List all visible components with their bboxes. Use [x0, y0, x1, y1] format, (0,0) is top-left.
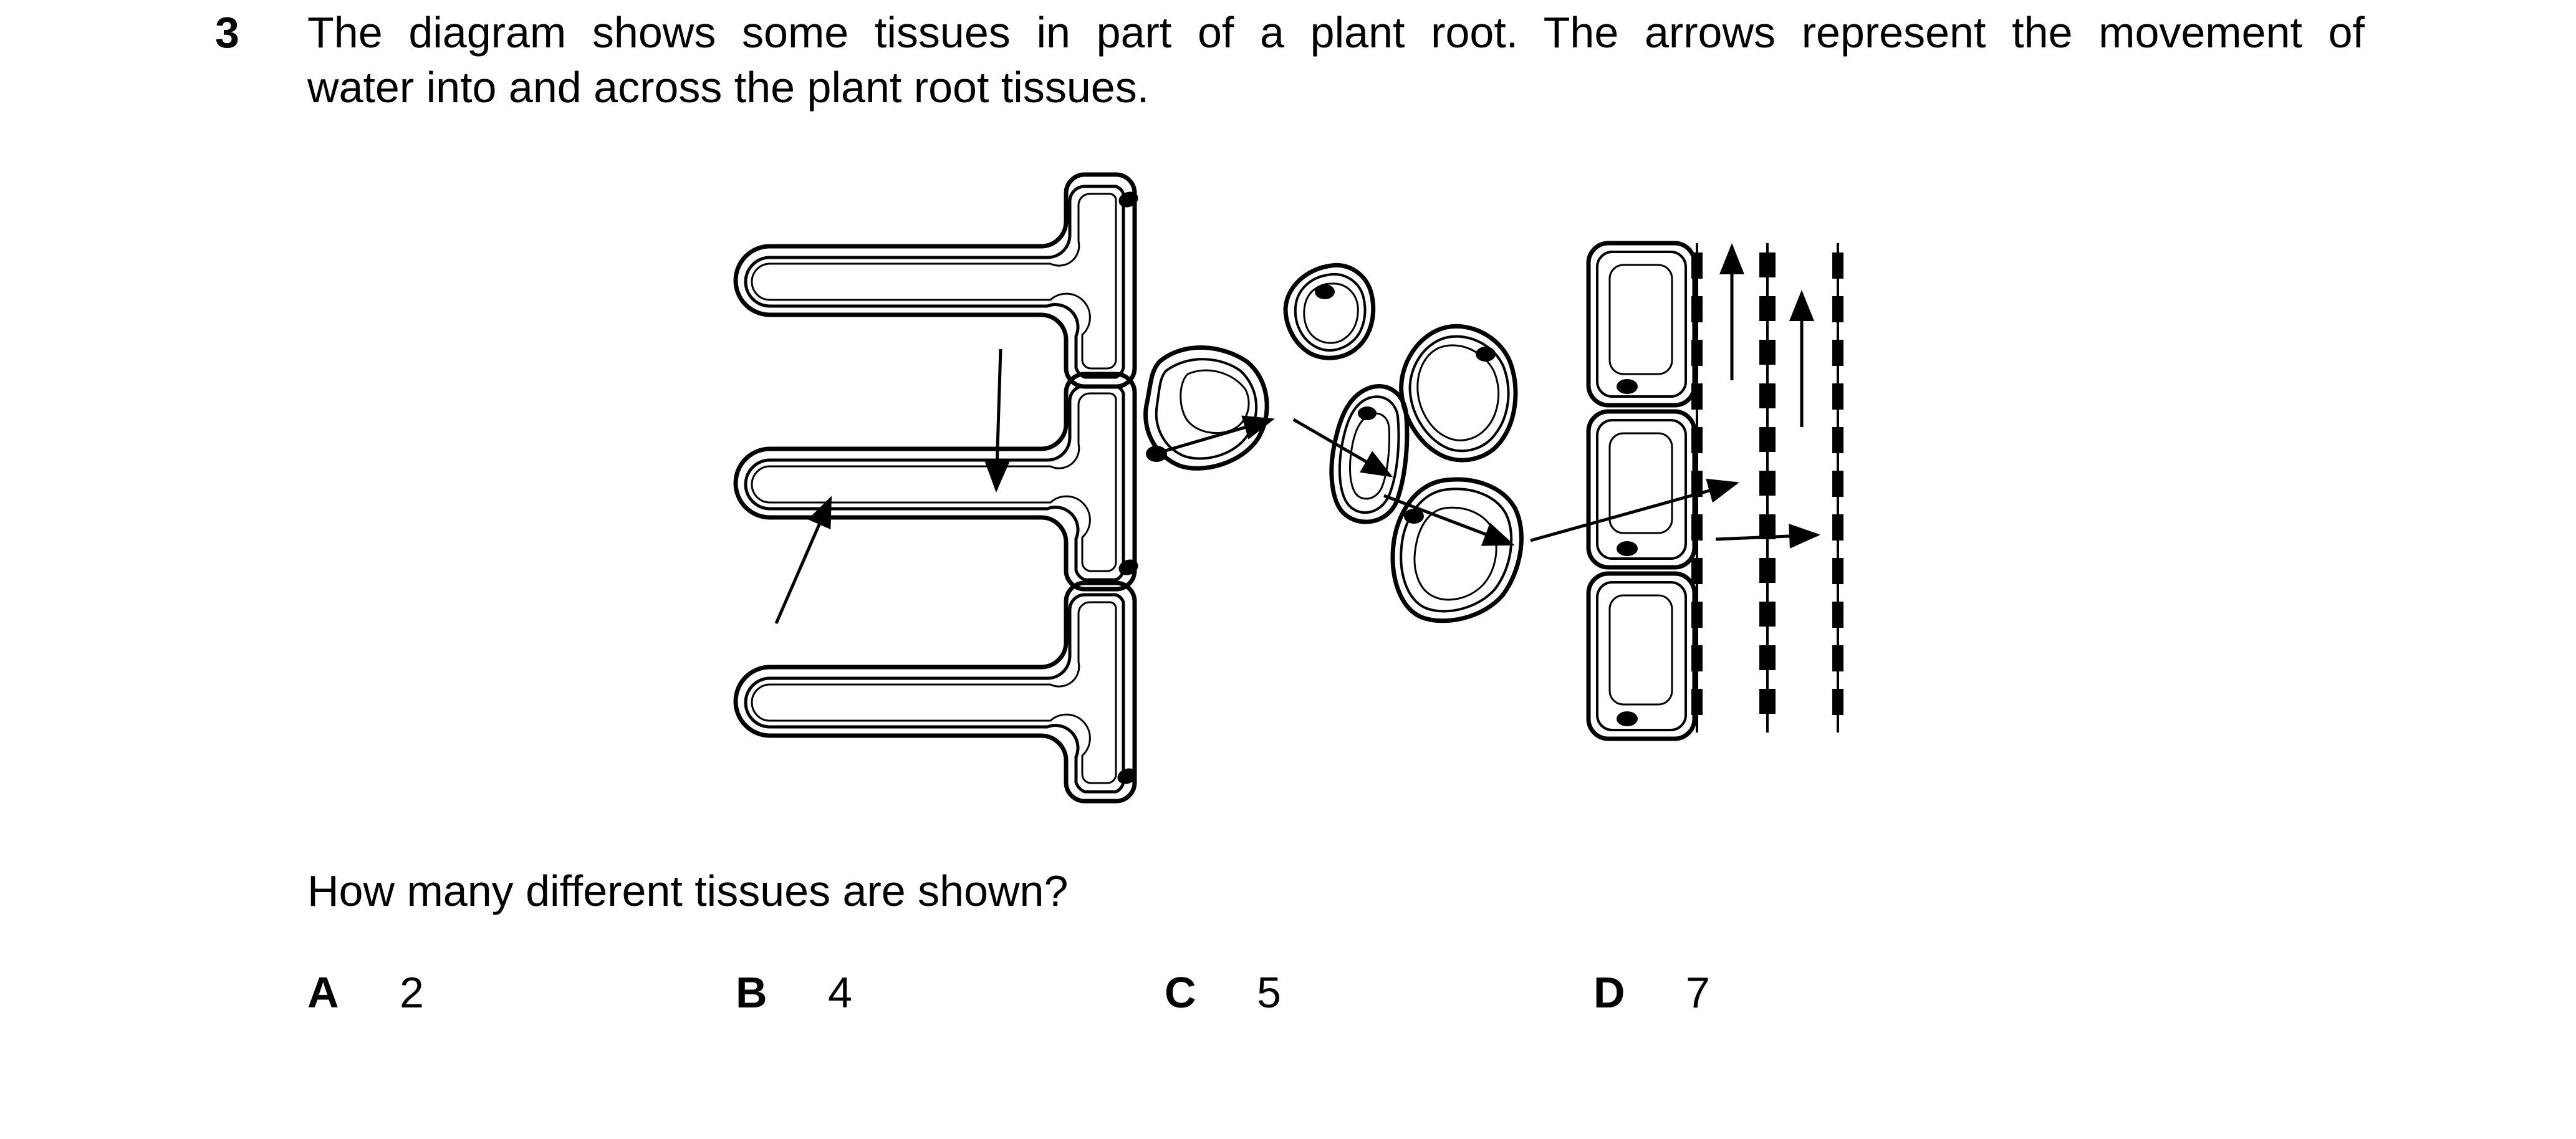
option-d-value: 7	[1686, 968, 1710, 1017]
root-hair-cell-bottom	[733, 580, 1137, 804]
question-stem-line-1: The diagram shows some tissues in part o…	[307, 8, 2365, 57]
question-number: 3	[215, 8, 239, 57]
cortex-cell-2	[1283, 263, 1376, 360]
option-b-letter: B	[736, 968, 767, 1017]
option-b-value: 4	[828, 968, 852, 1017]
endodermis-cell-middle	[1586, 409, 1697, 570]
question-prompt: How many different tissues are shown?	[307, 867, 1069, 915]
endodermis-cell-top	[1586, 241, 1697, 408]
option-a-value: 2	[400, 968, 424, 1017]
question-stem: The diagram shows some tissues in part o…	[307, 5, 2365, 115]
water-movement-arrows	[774, 243, 1820, 624]
cortex-cell-1	[1143, 345, 1269, 471]
endodermis-cell-bottom	[1586, 571, 1697, 741]
cortex-cell-5	[1390, 477, 1524, 623]
root-hair-cell-top	[733, 172, 1138, 389]
question-stem-line-2: water into and across the plant root tis…	[307, 63, 1150, 112]
option-a-letter: A	[307, 968, 339, 1017]
root-tissue-diagram	[733, 172, 1843, 804]
option-c-value: 5	[1257, 968, 1281, 1017]
option-d-letter: D	[1593, 968, 1625, 1017]
root-hair-cell-middle	[733, 372, 1138, 592]
option-c-letter: C	[1165, 968, 1196, 1017]
cortex-cell-4	[1399, 324, 1518, 463]
